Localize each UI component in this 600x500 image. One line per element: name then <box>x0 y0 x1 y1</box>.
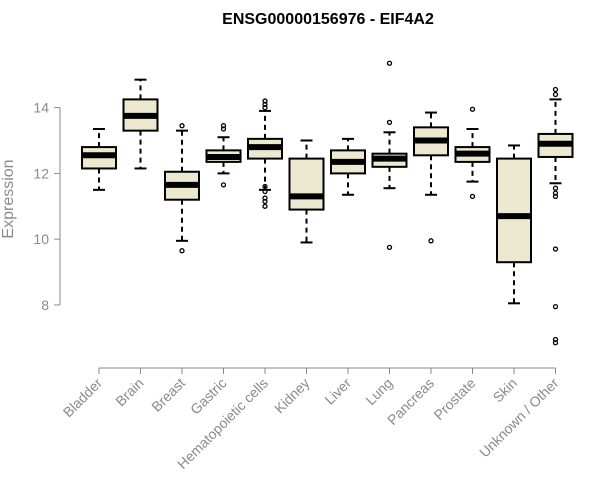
x-category-label: Prostate <box>430 375 478 423</box>
outlier-point <box>552 193 559 200</box>
outlier-point <box>552 190 559 196</box>
outlier-point <box>469 106 476 112</box>
boxes-group <box>81 60 574 346</box>
x-category-label: Bladder <box>60 375 106 421</box>
x-category-label: Lung <box>362 375 395 408</box>
box-hematopoietic-cells <box>247 98 283 209</box>
y-tick-label: 10 <box>33 231 49 247</box>
box-breast <box>164 123 200 254</box>
outlier-point <box>552 336 559 343</box>
outlier-point <box>552 86 559 93</box>
y-tick-label: 12 <box>33 165 49 181</box>
outlier-point <box>386 119 393 126</box>
outlier-point <box>552 91 559 98</box>
box-bladder <box>81 128 117 191</box>
x-category-label: Liver <box>321 375 354 408</box>
x-category-label: Unknown / Other <box>476 375 562 461</box>
y-tick-label: 8 <box>41 297 49 313</box>
outlier-point <box>262 98 268 104</box>
box-iqr <box>496 157 532 264</box>
box-iqr <box>288 157 325 211</box>
outlier-point <box>428 238 434 244</box>
box-prostate <box>454 106 491 200</box>
box-pancreas <box>413 111 449 244</box>
outlier-point <box>220 182 227 188</box>
x-category-label: Brain <box>112 375 146 409</box>
box-liver <box>330 137 366 196</box>
outlier-point <box>262 188 268 195</box>
outlier-point <box>469 193 476 200</box>
box-lung <box>371 60 408 251</box>
x-category-label: Kidney <box>271 375 313 417</box>
x-category-label: Skin <box>490 375 521 406</box>
outlier-point <box>552 340 559 346</box>
outlier-point <box>552 246 559 252</box>
outlier-point <box>552 303 559 310</box>
box-brain <box>122 78 159 170</box>
box-gastric <box>205 123 242 188</box>
outlier-point <box>552 185 559 191</box>
outlier-point <box>262 195 268 201</box>
y-tick-label: 14 <box>33 100 49 116</box>
outlier-point <box>220 123 227 129</box>
box-skin <box>496 144 532 305</box>
box-kidney <box>288 139 325 244</box>
outlier-point <box>386 60 393 66</box>
y-axis-label: Expression <box>0 159 17 238</box>
outlier-point <box>262 104 268 111</box>
outlier-point <box>179 123 185 129</box>
outlier-point <box>179 248 185 254</box>
y-axis: 8 10 12 14 <box>33 100 61 313</box>
outlier-point <box>262 198 268 205</box>
box-unknown-other <box>537 86 574 346</box>
outlier-point <box>386 244 393 251</box>
x-category-label: Breast <box>148 375 188 415</box>
outlier-point <box>262 203 268 209</box>
outlier-point <box>262 101 268 107</box>
chart-title: ENSG00000156976 - EIF4A2 <box>222 11 434 28</box>
outlier-point <box>220 126 227 132</box>
outlier-point <box>262 183 268 190</box>
